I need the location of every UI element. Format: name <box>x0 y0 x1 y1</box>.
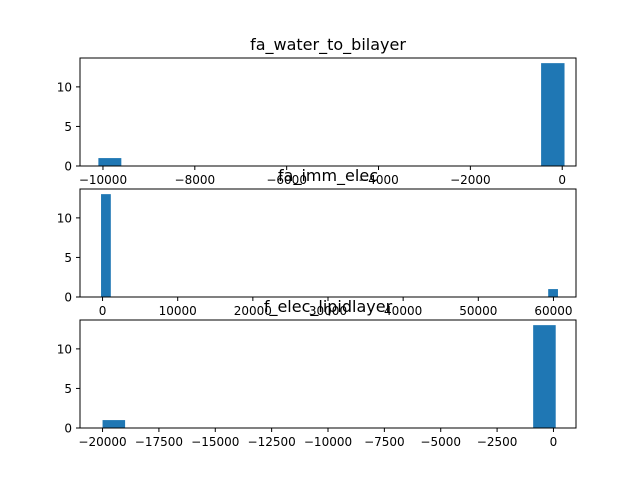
histogram-bar <box>541 63 565 166</box>
x-tick-label: −15000 <box>191 435 239 449</box>
x-tick-label: −17500 <box>135 435 183 449</box>
x-tick-label: 60000 <box>534 304 572 318</box>
x-tick-label: −5000 <box>420 435 461 449</box>
x-tick-label: 20000 <box>234 304 272 318</box>
x-tick-label: −4000 <box>358 173 399 187</box>
histogram-panel-3: −20000 −17500 −15000 −12500 −10000 −7500 −5000… <box>57 297 577 449</box>
x-tick-label: −10000 <box>79 173 127 187</box>
x-tick-label: 0 <box>550 435 558 449</box>
y-tick-label: 5 <box>64 120 72 134</box>
y-tick-label: 5 <box>64 251 72 265</box>
x-tick-label: 0 <box>99 304 107 318</box>
y-tick-label: 0 <box>64 422 72 436</box>
x-tick-label: 30000 <box>309 304 347 318</box>
histogram-bar <box>548 289 558 297</box>
y-tick-label: 10 <box>57 80 72 94</box>
panel-title: fa_imm_elec <box>278 166 378 186</box>
histogram-panel-2: 0 10000 20000 30000 40000 50000 60000 0 5 10 fa_im… <box>57 166 577 318</box>
x-tick-label: 40000 <box>384 304 422 318</box>
panel-title: fa_water_to_bilayer <box>250 35 406 55</box>
axes-frame <box>79 188 577 298</box>
x-tick-label: 0 <box>558 173 566 187</box>
histogram-bar <box>533 325 556 428</box>
x-tick-label: −12500 <box>248 435 296 449</box>
y-tick-label: 0 <box>64 291 72 305</box>
histogram-bar <box>101 194 111 297</box>
axes-frame <box>79 319 577 429</box>
histogram-bar <box>102 420 126 428</box>
x-tick-label: 50000 <box>459 304 497 318</box>
x-tick-label: −20000 <box>78 435 126 449</box>
panel-title: f_elec_lipidlayer <box>264 297 393 317</box>
y-tick-label: 10 <box>57 342 72 356</box>
y-tick-label: 5 <box>64 382 72 396</box>
histogram-panel-1: −10000 −8000 −6000 −4000 −2000 0 0 5 10 fa_water_… <box>57 35 577 187</box>
x-tick-label: −7500 <box>364 435 405 449</box>
x-tick-label: −8000 <box>175 173 216 187</box>
y-tick-label: 0 <box>64 160 72 174</box>
axes-frame <box>79 57 577 167</box>
y-tick-label: 10 <box>57 211 72 225</box>
histogram-bar <box>98 158 122 166</box>
x-tick-label: 10000 <box>159 304 197 318</box>
x-tick-label: −2000 <box>450 173 491 187</box>
x-tick-label: −6000 <box>266 173 307 187</box>
x-tick-label: −2500 <box>477 435 518 449</box>
x-tick-label: −10000 <box>304 435 352 449</box>
